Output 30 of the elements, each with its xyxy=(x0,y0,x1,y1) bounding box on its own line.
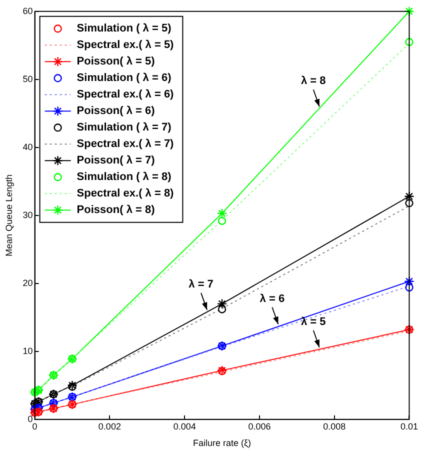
y-tick-label: 20 xyxy=(22,278,33,288)
x-tick-label: 0.01 xyxy=(400,421,418,432)
y-tick-label: 10 xyxy=(22,346,33,356)
legend-label: Spectral ex.( λ = 7) xyxy=(76,138,174,150)
legend-label: Simulation ( λ = 7) xyxy=(76,122,172,134)
y-tick-label: 50 xyxy=(22,74,33,84)
y-tick-label: 60 xyxy=(22,6,33,16)
x-axis-title: Failure rate (ξ) xyxy=(193,438,252,448)
x-tick-label: 0.008 xyxy=(323,421,346,432)
annotation: λ = 5 xyxy=(300,316,326,328)
legend-label: Poisson( λ = 8) xyxy=(76,204,156,216)
legend-label: Spectral ex.( λ = 8) xyxy=(76,188,174,200)
annotation: λ = 7 xyxy=(188,278,214,290)
legend-label: Spectral ex.( λ = 6) xyxy=(76,88,174,101)
legend-label: Poisson( λ = 5) xyxy=(76,56,156,68)
annotation: λ = 6 xyxy=(260,292,285,305)
x-tick-label: 0.002 xyxy=(98,421,121,432)
y-tick-label: 30 xyxy=(22,210,33,220)
y-tick-label: 40 xyxy=(22,142,33,152)
legend-label: Poisson( λ = 7) xyxy=(76,154,156,167)
legend-label: Simulation ( λ = 5) xyxy=(76,22,172,35)
legend-label: Poisson( λ = 6) xyxy=(76,105,156,118)
y-tick-label: 0 xyxy=(28,414,33,424)
legend-label: Simulation ( λ = 6) xyxy=(76,72,172,84)
legend-label: Simulation ( λ = 8) xyxy=(76,171,172,184)
x-tick-label: 0.004 xyxy=(173,421,196,432)
y-axis-title: Mean Queue Length xyxy=(4,174,14,256)
annotation: λ = 8 xyxy=(300,75,326,88)
x-tick-label: 0.006 xyxy=(248,421,271,432)
legend-label: Spectral ex.( λ = 5) xyxy=(76,39,174,52)
